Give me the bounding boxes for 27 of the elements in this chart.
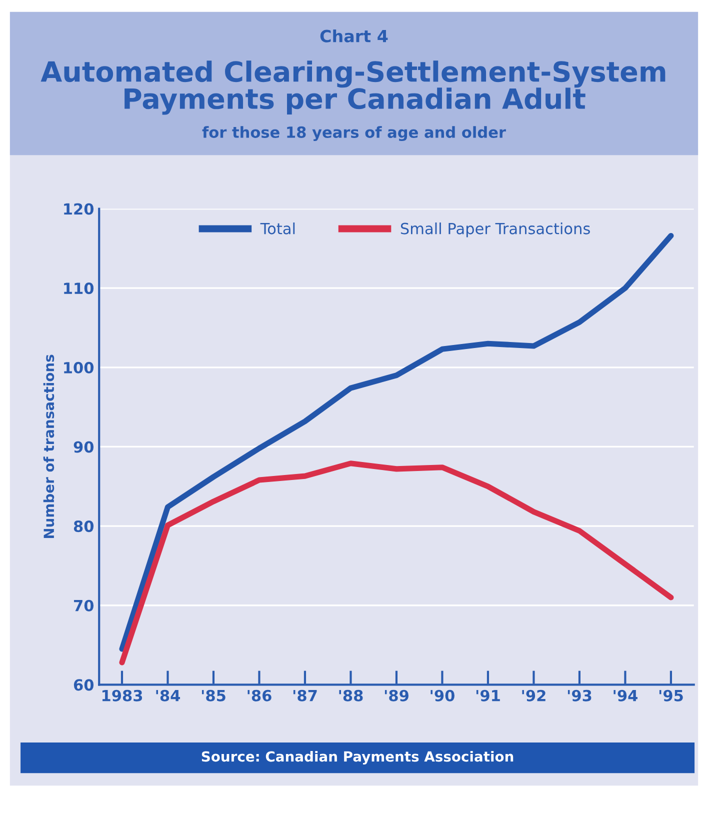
y-axis-title: Number of transactions [43,354,54,538]
x-tick-label: '89 [384,690,408,702]
source-note: Source: Canadian Payments Association [202,750,514,765]
x-tick-label: '93 [568,690,592,702]
caption: Chart 4 [320,30,388,42]
chart-title: Automated Clearing-Settlement-System Payments per Canadian Adult [40,60,666,115]
x-tick-label: '94 [614,690,638,702]
y-tick-label: 110 [64,282,94,294]
x-tick-label: '92 [522,690,546,702]
x-tick-label: '86 [248,690,272,702]
x-tick-label: '84 [156,690,180,702]
y-tick-label: 120 [64,203,94,215]
y-tick-label: 80 [74,520,94,532]
x-tick-label: '95 [659,690,683,702]
x-tick-label: 1983 [102,690,142,702]
legend-label: Total [260,222,295,234]
chart-subtitle: for those 18 years of age and older [202,126,506,142]
y-tick-label: 70 [74,600,94,612]
x-tick-label: '87 [293,690,317,702]
y-tick-label: 60 [74,679,94,691]
x-tick-label: '91 [476,690,500,702]
legend-label: Small Paper Transactions [400,222,590,238]
x-tick-label: '88 [339,690,363,702]
y-tick-label: 100 [64,362,94,374]
x-tick-label: '90 [430,690,454,702]
x-tick-label: '85 [202,690,226,702]
y-tick-label: 90 [74,441,94,453]
